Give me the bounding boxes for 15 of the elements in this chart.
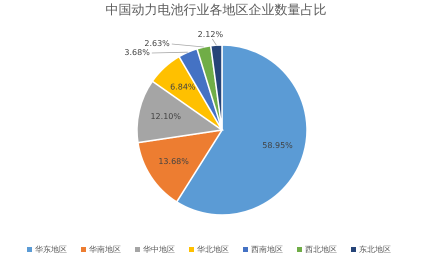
legend-label: 华南地区	[89, 245, 121, 254]
data-label: 2.63%	[144, 39, 170, 48]
legend-label: 华东地区	[35, 245, 67, 254]
legend-label: 华中地区	[143, 245, 175, 254]
chart-title: 中国动力电池行业各地区企业数量占比	[106, 3, 326, 18]
data-label: 2.12%	[198, 30, 224, 40]
legend-label: 西北地区	[305, 245, 337, 254]
legend-label: 华北地区	[197, 245, 229, 254]
legend-label: 东北地区	[359, 245, 391, 254]
legend-label: 西南地区	[251, 245, 283, 254]
data-label: 12.10%	[150, 112, 182, 121]
data-label: 3.68%	[124, 48, 150, 58]
data-label: 6.84%	[170, 82, 196, 92]
data-label: 13.68%	[158, 156, 190, 166]
data-label: 58.95%	[262, 141, 294, 150]
